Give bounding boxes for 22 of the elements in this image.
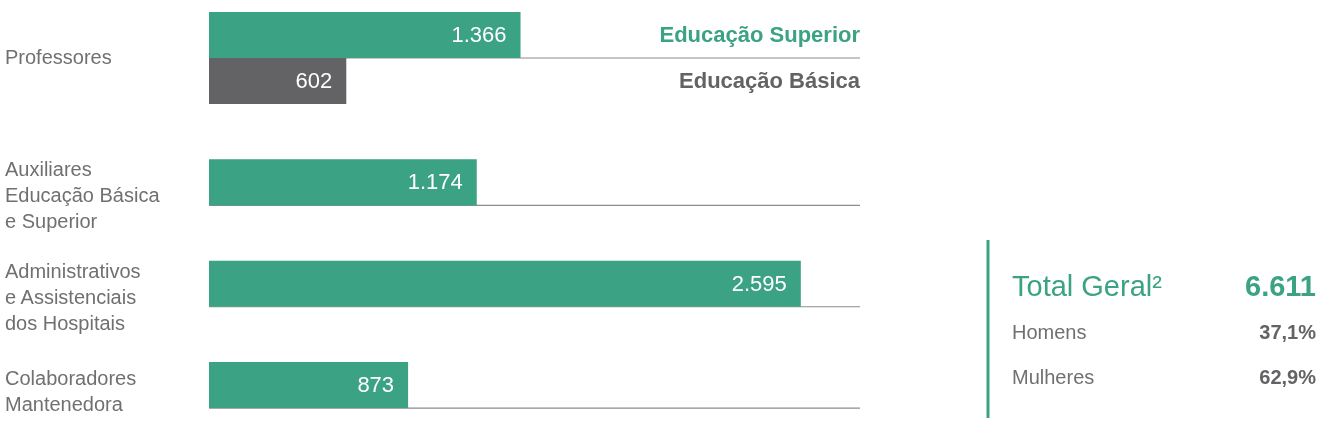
data-label: 1.366: [451, 21, 507, 47]
bar: [209, 159, 477, 206]
bar: [209, 11, 521, 58]
text: 6.611: [1245, 270, 1316, 302]
data-label: 602: [295, 68, 333, 94]
text: 62,9%: [1259, 366, 1317, 388]
text: Educação Básica: [679, 68, 861, 94]
text: Mulheres: [1012, 366, 1095, 388]
bar: [209, 362, 409, 409]
text: Educação Superior: [659, 21, 861, 47]
text: 37,1%: [1259, 320, 1317, 343]
y-tick-label: Professores: [5, 45, 112, 68]
bar: [209, 57, 347, 105]
y-tick-label: Auxiliares Educação Básica e Superior: [5, 158, 161, 233]
bar: [209, 260, 801, 307]
text: Homens: [1012, 320, 1087, 343]
text: Total Geral²: [1012, 270, 1163, 302]
data-label: 1.174: [407, 169, 463, 195]
data-label: 2.595: [731, 270, 787, 296]
data-label: 873: [357, 372, 395, 398]
y-tick-label: Colaboradores Mantenedora: [5, 367, 137, 416]
y-tick-label: Administrativos e Assistenciais dos Hospitais: [5, 259, 141, 334]
